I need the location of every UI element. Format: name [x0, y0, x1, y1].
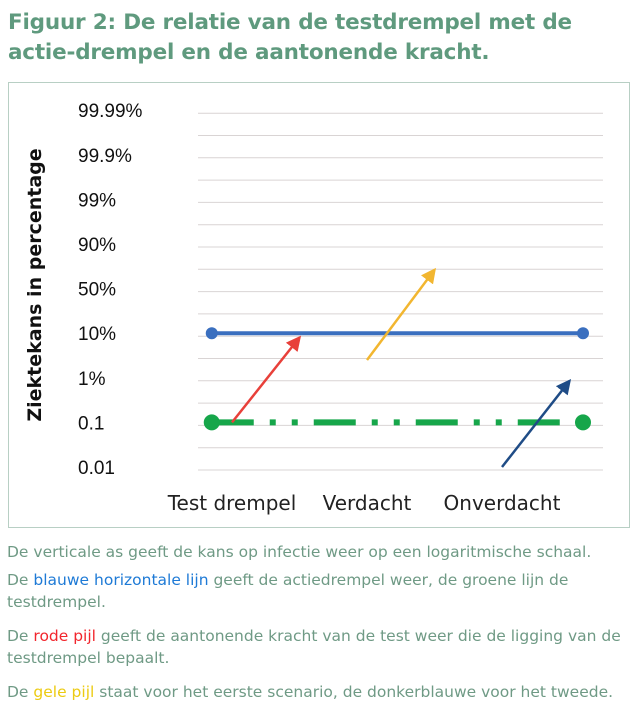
- caption-text: geeft de actiedrempel weer, de groene li…: [7, 571, 569, 611]
- arrow-rode-pijl: [231, 335, 302, 424]
- x-category-label: Test drempel: [167, 491, 297, 515]
- y-tick-label: 99.99%: [78, 101, 143, 122]
- marker-actiedrempel: [205, 327, 218, 340]
- caption-highlight-yellow: gele pijl: [33, 683, 95, 701]
- marker-actiedrempel: [577, 327, 589, 340]
- y-tick-label: 50%: [78, 280, 116, 301]
- caption-text: staat voor het eerste scenario, de donke…: [94, 683, 614, 701]
- marker-testdrempel: [575, 414, 591, 431]
- arrow-donkerblauwe-pijl: [501, 378, 572, 468]
- y-tick-label: 0.01: [78, 458, 115, 479]
- y-tick-label: 1%: [78, 369, 106, 390]
- caption-scenarios: De gele pijl staat voor het eerste scena…: [7, 681, 637, 703]
- x-category-label: Verdacht: [323, 491, 412, 515]
- arrow-gele-pijl: [365, 267, 436, 361]
- caption-text: De: [7, 683, 34, 701]
- caption-lines: De blauwe horizontale lijn geeft de acti…: [7, 569, 637, 613]
- caption-axis: De verticale as geeft de kans op infecti…: [7, 543, 592, 561]
- caption-highlight-blue: blauwe horizontale lijn: [33, 571, 209, 589]
- caption-text: De: [7, 571, 34, 589]
- y-tick-label: 99%: [78, 190, 116, 211]
- caption-highlight-red: rode pijl: [33, 627, 96, 645]
- y-tick-label: 0.1: [78, 413, 104, 434]
- caption-red-arrow: De rode pijl geeft de aantonende kracht …: [7, 625, 637, 669]
- y-tick-label: 90%: [78, 235, 116, 256]
- figure-title: Figuur 2: De relatie van de testdrempel …: [8, 10, 572, 65]
- y-axis-label: Ziektekans in percentage: [24, 148, 46, 421]
- y-tick-label: 99.9%: [78, 146, 132, 167]
- x-category-label: Onverdacht: [444, 491, 561, 515]
- caption-text: De: [7, 627, 34, 645]
- y-tick-label: 10%: [78, 324, 116, 345]
- caption-text: geeft de aantonende kracht van de test w…: [7, 627, 621, 667]
- marker-testdrempel: [203, 414, 220, 431]
- chart-frame: [8, 82, 630, 528]
